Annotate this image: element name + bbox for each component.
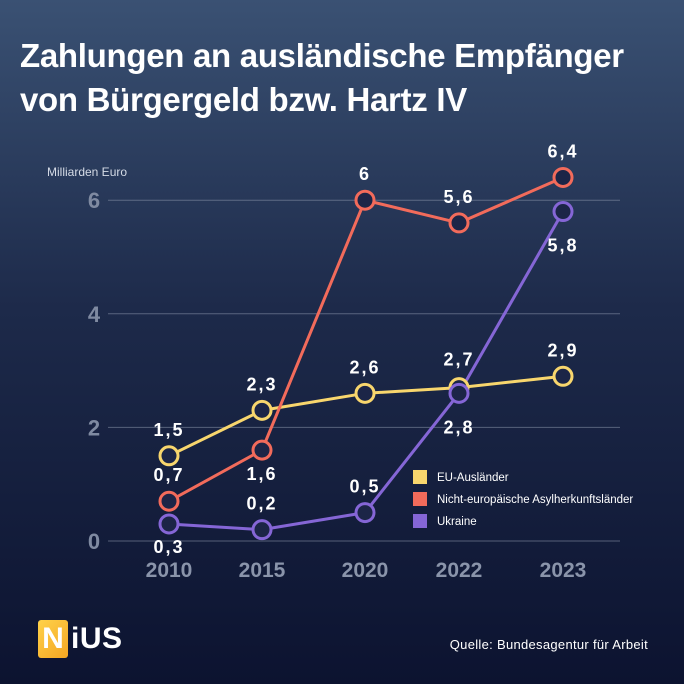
data-point-s1-2 xyxy=(354,189,376,211)
legend-swatch-0 xyxy=(413,470,427,484)
series-line-1 xyxy=(168,176,564,503)
data-label: 2,7 xyxy=(443,350,474,370)
data-point-s2-3 xyxy=(448,382,470,404)
data-point-s2-0 xyxy=(158,513,180,535)
source-note: Quelle: Bundesagentur für Arbeit xyxy=(449,637,648,652)
data-label: 2,8 xyxy=(443,417,474,437)
data-label: 0,2 xyxy=(246,494,277,514)
legend-label-2: Ukraine xyxy=(437,516,477,528)
legend-label-0: EU-Ausländer xyxy=(437,472,509,484)
data-label: 2,3 xyxy=(246,374,277,394)
data-point-s1-0 xyxy=(158,490,180,512)
data-label: 0,5 xyxy=(349,477,380,497)
data-point-s2-1 xyxy=(251,519,273,541)
x-tick-label: 2015 xyxy=(239,559,286,582)
data-point-s0-2 xyxy=(354,382,376,404)
legend-swatch-2 xyxy=(413,514,427,528)
y-tick-label: 6 xyxy=(88,188,100,213)
nius-logo: N iUS xyxy=(38,620,123,658)
y-axis-label: Milliarden Euro xyxy=(47,165,127,179)
title-line-1: Zahlungen an ausländische Empfänger xyxy=(20,37,624,74)
data-point-s2-4 xyxy=(552,201,574,223)
data-point-s0-4 xyxy=(552,365,574,387)
title-line-2: von Bürgergeld bzw. Hartz IV xyxy=(20,81,467,118)
data-point-s0-0 xyxy=(158,445,180,467)
data-label: 5,6 xyxy=(443,187,474,207)
data-label: 1,5 xyxy=(153,420,184,440)
data-point-s1-3 xyxy=(448,212,470,234)
legend-swatch-1 xyxy=(413,492,427,506)
logo-text: iUS xyxy=(71,622,123,655)
y-tick-label: 4 xyxy=(88,302,101,327)
data-label: 0,7 xyxy=(153,465,184,485)
x-tick-label: 2022 xyxy=(436,559,483,582)
y-tick-label: 0 xyxy=(88,529,100,554)
data-label: 5,8 xyxy=(547,236,578,256)
logo-n: N xyxy=(38,620,68,658)
data-label: 6,4 xyxy=(547,141,578,161)
data-label: 2,9 xyxy=(547,340,578,360)
x-tick-label: 2010 xyxy=(146,559,193,582)
data-label: 0,3 xyxy=(153,537,184,557)
data-label: 6 xyxy=(359,164,371,184)
data-label: 2,6 xyxy=(349,357,380,377)
data-point-s1-1 xyxy=(251,439,273,461)
legend-label-1: Nicht-europäische Asylherkunftsländer xyxy=(437,494,633,506)
data-label: 1,6 xyxy=(246,464,277,484)
data-point-s1-4 xyxy=(552,166,574,188)
x-tick-label: 2020 xyxy=(342,559,389,582)
x-tick-label: 2023 xyxy=(540,559,587,582)
chart-title: Zahlungen an ausländische Empfänger von … xyxy=(20,34,670,122)
y-tick-label: 2 xyxy=(88,415,100,440)
data-point-s0-1 xyxy=(251,399,273,421)
data-point-s2-2 xyxy=(354,502,376,524)
